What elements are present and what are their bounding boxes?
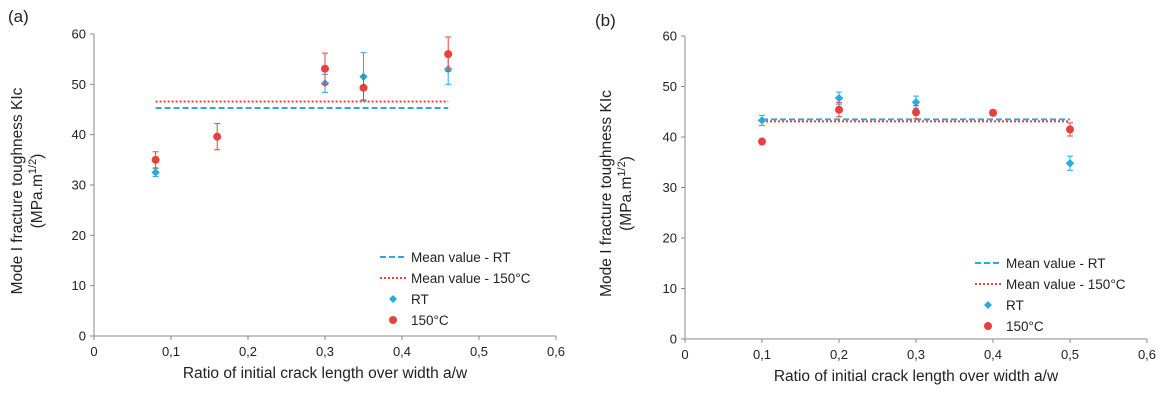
x-tick-label: 0,6 xyxy=(547,344,565,359)
x-tick-label: 0,2 xyxy=(239,344,257,359)
y-axis-unit: (MPa.m1/2) xyxy=(616,156,635,231)
y-tick-label: 20 xyxy=(72,228,86,243)
data-point-150c xyxy=(912,108,920,117)
y-tick-label: 60 xyxy=(663,29,677,44)
legend-label: Mean value - RT xyxy=(1006,256,1106,271)
y-axis-unit-base: (MPa.m xyxy=(618,177,635,231)
x-tick-label: 0,3 xyxy=(907,347,925,362)
x-tick-label: 0,6 xyxy=(1138,347,1156,362)
x-tick-label: 0,3 xyxy=(316,344,334,359)
data-point-150c xyxy=(321,64,329,73)
data-point-rt xyxy=(911,97,921,107)
legend-label: RT xyxy=(411,292,429,307)
data-point-150c xyxy=(835,105,843,114)
y-tick-label: 20 xyxy=(663,231,677,246)
x-tick-label: 0,5 xyxy=(1061,347,1079,362)
y-tick-label: 60 xyxy=(72,27,86,42)
y-axis-unit-sup: 1/2 xyxy=(616,161,628,176)
y-axis-title: Mode I fracture toughness KIc xyxy=(9,87,26,294)
x-tick-label: 0,1 xyxy=(753,347,771,362)
y-tick-label: 30 xyxy=(663,180,677,195)
data-point-rt xyxy=(151,168,160,177)
legend-label: 150°C xyxy=(411,313,449,328)
y-axis-title: Mode I fracture toughness KIc xyxy=(598,90,615,297)
x-tick-label: 0 xyxy=(681,347,688,362)
data-point-rt xyxy=(1065,159,1075,168)
x-axis-title: Ratio of initial crack length over width… xyxy=(183,365,468,382)
x-tick-label: 0,5 xyxy=(470,344,488,359)
x-tick-label: 0 xyxy=(90,344,97,359)
data-point-150c xyxy=(359,83,368,92)
y-tick-label: 50 xyxy=(72,77,86,92)
data-point-150c xyxy=(758,137,766,146)
x-tick-label: 0,2 xyxy=(830,347,848,362)
y-axis-unit-base: (MPa.m xyxy=(29,174,46,228)
y-axis-unit-end: ) xyxy=(618,156,635,161)
y-tick-label: 40 xyxy=(663,130,677,145)
legend-swatch-150c xyxy=(984,322,992,330)
y-tick-label: 40 xyxy=(72,127,86,142)
x-tick-label: 0,4 xyxy=(984,347,1002,362)
y-tick-label: 0 xyxy=(79,329,86,344)
y-tick-label: 50 xyxy=(663,79,677,94)
y-axis-unit-end: ) xyxy=(29,154,46,159)
y-tick-label: 10 xyxy=(72,278,86,293)
chart-b-svg: (b) 0 10 20 30 40 50 60 0 0,1 0,2 0,3 0,4 0,5 0,6 Ratio… xyxy=(595,11,1156,385)
data-point-150c xyxy=(151,155,160,164)
data-point-150c xyxy=(213,132,222,141)
legend-swatch-150c xyxy=(389,316,397,324)
data-point-rt xyxy=(834,93,844,103)
data-point-150c xyxy=(1066,125,1074,134)
legend-label: RT xyxy=(1006,298,1024,313)
x-tick-label: 0,1 xyxy=(162,344,180,359)
x-tick-label: 0,4 xyxy=(393,344,411,359)
y-axis-unit: (MPa.m1/2) xyxy=(27,154,46,229)
data-point-150c xyxy=(444,50,453,59)
y-tick-label: 10 xyxy=(663,281,677,296)
legend-label: 150°C xyxy=(1006,319,1044,334)
y-tick-label: 30 xyxy=(72,178,86,193)
data-point-150c xyxy=(989,108,997,117)
chart-a-svg: (a) 0 10 20 30 40 50 60 0 0,1 0,2 0,3 0,4 0,5 0,6 Ratio… xyxy=(8,7,565,382)
y-axis-unit-sup: 1/2 xyxy=(27,159,39,174)
legend-swatch-rt xyxy=(984,301,992,309)
chart-panel-b: (b) 0 10 20 30 40 50 60 0 0,1 0,2 0,3 0,4 0,5 0,6 Ratio… xyxy=(583,0,1163,395)
legend-label: Mean value - RT xyxy=(411,250,511,265)
panel-label: (b) xyxy=(595,11,616,30)
panel-label: (a) xyxy=(8,7,29,26)
chart-panel-a: (a) 0 10 20 30 40 50 60 0 0,1 0,2 0,3 0,4 0,5 0,6 Ratio… xyxy=(0,0,580,395)
legend-label: Mean value - 150°C xyxy=(411,271,531,286)
data-point-rt xyxy=(757,116,767,125)
y-tick-label: 0 xyxy=(670,332,677,347)
x-axis-title: Ratio of initial crack length over width… xyxy=(774,368,1059,385)
legend-label: Mean value - 150°C xyxy=(1006,277,1126,292)
legend-swatch-rt xyxy=(389,295,397,303)
